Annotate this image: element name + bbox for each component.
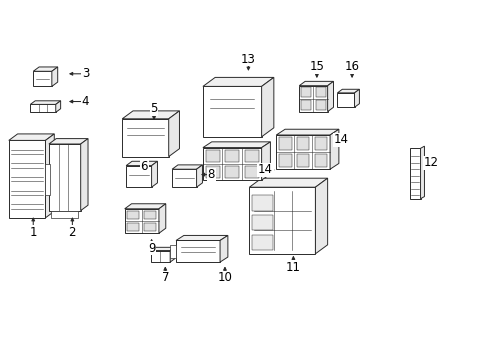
Bar: [314, 137, 326, 150]
Polygon shape: [122, 111, 179, 119]
Bar: [244, 150, 258, 162]
Polygon shape: [49, 139, 88, 144]
Bar: [299, 86, 327, 112]
Polygon shape: [337, 89, 359, 93]
Polygon shape: [56, 101, 61, 112]
Bar: [30, 104, 56, 112]
Bar: [315, 100, 325, 110]
Polygon shape: [172, 165, 202, 169]
Polygon shape: [354, 89, 359, 107]
Polygon shape: [151, 161, 157, 187]
Polygon shape: [159, 204, 165, 233]
Polygon shape: [45, 163, 50, 194]
Text: 6: 6: [140, 160, 148, 173]
Bar: [225, 166, 239, 178]
Polygon shape: [203, 77, 273, 86]
Bar: [301, 87, 311, 97]
Polygon shape: [126, 161, 157, 166]
Polygon shape: [196, 165, 202, 187]
Bar: [203, 86, 261, 137]
Bar: [278, 154, 291, 167]
Bar: [251, 215, 273, 230]
Bar: [144, 223, 156, 231]
Bar: [314, 154, 326, 167]
Bar: [170, 245, 176, 258]
Bar: [127, 223, 139, 231]
Polygon shape: [176, 235, 227, 240]
Bar: [176, 240, 220, 262]
Text: 16: 16: [344, 60, 359, 73]
Bar: [244, 166, 258, 178]
Bar: [315, 87, 325, 97]
Polygon shape: [276, 129, 338, 135]
Text: 11: 11: [285, 261, 300, 274]
Bar: [249, 187, 315, 254]
Bar: [51, 211, 78, 218]
Bar: [150, 251, 170, 262]
Bar: [126, 166, 151, 187]
Text: 15: 15: [309, 60, 324, 73]
Bar: [9, 140, 45, 218]
Text: 9: 9: [147, 242, 155, 255]
Bar: [276, 135, 329, 169]
Polygon shape: [81, 139, 88, 211]
Text: 14: 14: [333, 133, 348, 146]
Polygon shape: [249, 178, 327, 187]
Bar: [225, 150, 239, 162]
Text: 1: 1: [29, 226, 37, 239]
Bar: [409, 148, 420, 199]
Polygon shape: [315, 178, 327, 254]
Bar: [205, 166, 219, 178]
Bar: [33, 71, 52, 86]
Polygon shape: [9, 134, 54, 140]
Polygon shape: [30, 101, 61, 104]
Bar: [172, 169, 196, 187]
Bar: [49, 144, 81, 211]
Bar: [278, 137, 291, 150]
Polygon shape: [168, 111, 179, 157]
Text: 2: 2: [68, 226, 76, 239]
Bar: [205, 150, 219, 162]
Bar: [296, 137, 309, 150]
Bar: [144, 211, 156, 219]
Polygon shape: [299, 81, 333, 86]
Polygon shape: [420, 146, 424, 199]
Polygon shape: [327, 81, 333, 112]
Text: 12: 12: [423, 156, 438, 169]
Text: 8: 8: [207, 168, 215, 181]
Polygon shape: [52, 67, 58, 86]
Polygon shape: [33, 67, 58, 71]
Polygon shape: [150, 247, 174, 251]
Bar: [337, 93, 354, 107]
Text: 7: 7: [161, 271, 169, 284]
Bar: [251, 235, 273, 250]
Bar: [251, 195, 273, 211]
Text: 14: 14: [258, 163, 272, 176]
Bar: [127, 211, 139, 219]
Text: 13: 13: [241, 53, 255, 66]
Text: 4: 4: [81, 95, 89, 108]
Bar: [296, 154, 309, 167]
Bar: [301, 100, 311, 110]
Bar: [203, 148, 261, 180]
Polygon shape: [329, 129, 338, 169]
Text: 10: 10: [217, 271, 232, 284]
Polygon shape: [124, 204, 165, 209]
Bar: [124, 209, 159, 233]
Text: 3: 3: [81, 67, 89, 80]
Polygon shape: [261, 142, 270, 180]
Polygon shape: [45, 134, 54, 218]
Polygon shape: [261, 77, 273, 137]
Bar: [122, 119, 168, 157]
Text: 5: 5: [150, 102, 158, 115]
Polygon shape: [203, 142, 270, 148]
Polygon shape: [220, 235, 227, 262]
Polygon shape: [170, 247, 174, 262]
